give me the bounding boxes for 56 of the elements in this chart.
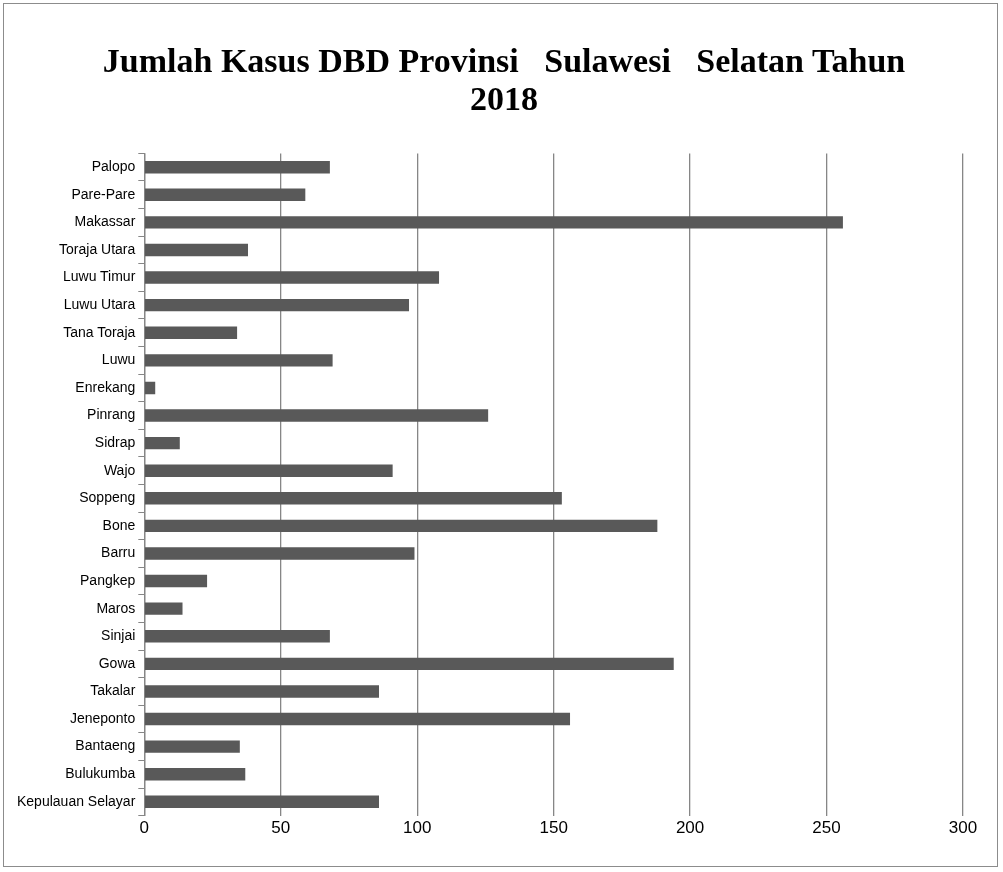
y-tick-label: Enrekang <box>75 378 136 395</box>
bar <box>144 547 415 560</box>
x-tick-label: 250 <box>812 818 841 838</box>
x-tick-label: 200 <box>675 818 705 838</box>
bar <box>144 602 183 615</box>
y-tick-label: Bone <box>102 516 136 533</box>
bar <box>144 657 674 671</box>
bar <box>144 492 562 505</box>
bar <box>144 188 306 201</box>
y-tick-label: Toraja Utara <box>59 240 136 257</box>
bar <box>144 298 410 312</box>
bar <box>144 409 489 422</box>
y-tick-label: Palopo <box>91 158 136 175</box>
bar <box>144 768 246 781</box>
y-tick-label: Wajo <box>103 461 136 478</box>
y-tick-label: Gowa <box>98 654 136 671</box>
bar <box>144 464 393 477</box>
bar <box>144 519 658 533</box>
bar <box>144 436 180 450</box>
y-tick-label: Pangkep <box>80 571 136 588</box>
y-tick-label: Kepulauan Selayar <box>17 792 136 809</box>
bar <box>144 740 240 753</box>
y-tick-label: Maros <box>96 599 136 616</box>
y-tick-label: Luwu Utara <box>63 296 136 313</box>
y-tick-label: Barru <box>101 544 136 561</box>
bar <box>144 243 249 257</box>
y-tick-label: Jeneponto <box>69 709 136 726</box>
x-tick-label: 300 <box>948 818 978 838</box>
y-tick-label: Makassar <box>74 213 136 230</box>
bar <box>144 381 156 395</box>
y-tick-label: Pinrang <box>87 406 136 423</box>
bar <box>144 354 333 367</box>
chart-title: Jumlah Kasus DBD Provinsi Sulawesi Selatan Tahun 2018 <box>101 42 907 118</box>
bar <box>144 630 330 643</box>
bar <box>144 271 440 284</box>
bar <box>144 574 208 588</box>
x-tick-label: 150 <box>539 818 568 838</box>
bar <box>144 160 330 174</box>
y-tick-label: Sinjai <box>101 627 136 644</box>
bar <box>144 216 843 229</box>
y-tick-label: Luwu Timur <box>62 268 136 285</box>
y-tick-label: Tana Toraja <box>63 323 136 340</box>
x-tick-label: 50 <box>271 818 291 838</box>
x-tick-label: 100 <box>403 818 432 838</box>
bar <box>144 795 379 809</box>
y-tick-label: Sidrap <box>94 433 136 450</box>
bar <box>144 685 379 698</box>
y-tick-label: Bulukumba <box>65 765 136 782</box>
y-tick-label: Takalar <box>90 682 136 699</box>
x-tick-label: 0 <box>139 818 150 838</box>
y-tick-label: Luwu <box>101 351 136 368</box>
y-tick-label: Soppeng <box>79 489 136 506</box>
bar <box>144 712 571 726</box>
bar <box>144 326 238 339</box>
y-tick-label: Pare-Pare <box>71 185 136 202</box>
y-tick-label: Bantaeng <box>75 737 136 754</box>
